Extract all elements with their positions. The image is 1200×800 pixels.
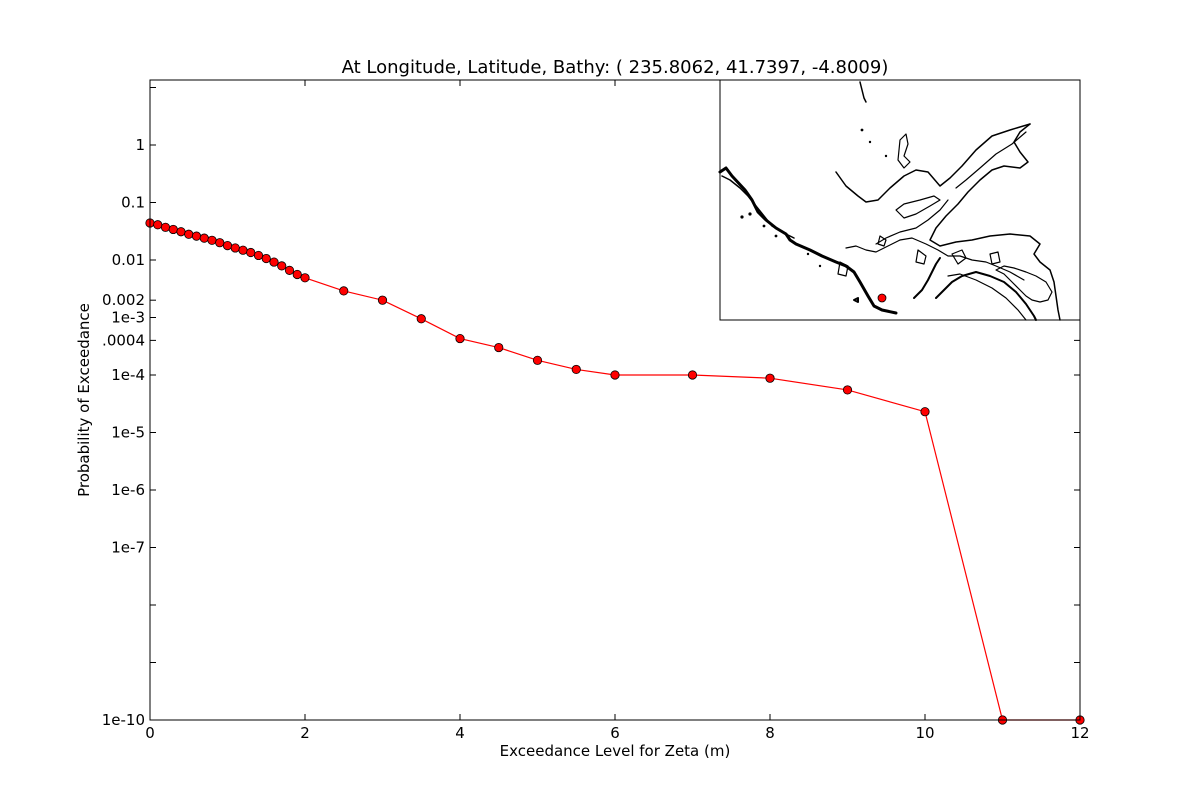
data-point bbox=[215, 238, 225, 248]
data-point bbox=[230, 243, 240, 253]
y-tick-label: 0.002 bbox=[102, 291, 145, 309]
y-tick-label: 1e-4 bbox=[111, 366, 145, 384]
data-point bbox=[455, 333, 465, 344]
y-axis-label: Probability of Exceedance bbox=[75, 303, 93, 497]
data-point bbox=[222, 240, 233, 251]
y-tick-label: 1 bbox=[135, 136, 145, 154]
x-tick-label: 2 bbox=[300, 724, 310, 742]
chart-title: At Longitude, Latitude, Bathy: ( 235.806… bbox=[342, 57, 889, 78]
x-tick-label: 0 bbox=[145, 724, 155, 742]
coastline-islets bbox=[740, 128, 888, 268]
inset-map-frame bbox=[719, 79, 1081, 321]
x-axis-label: Exceedance Level for Zeta (m) bbox=[500, 742, 731, 760]
location-marker bbox=[877, 293, 887, 303]
y-tick-label: 1e-3 bbox=[111, 308, 145, 326]
data-point bbox=[160, 222, 171, 232]
data-point bbox=[253, 250, 264, 261]
y-tick-label: 1e-10 bbox=[102, 711, 145, 729]
y-tick-label: 1e-5 bbox=[111, 423, 145, 441]
data-point bbox=[284, 265, 295, 275]
data-point bbox=[339, 286, 349, 296]
data-point bbox=[246, 247, 256, 258]
x-tick-label: 8 bbox=[765, 724, 775, 742]
x-tick-label: 12 bbox=[1070, 724, 1089, 742]
coastline bbox=[718, 81, 1061, 321]
data-point bbox=[168, 224, 178, 235]
y-tick-label: 0.1 bbox=[121, 193, 145, 211]
data-point bbox=[207, 235, 217, 245]
data-point bbox=[184, 229, 194, 239]
x-tick-label: 6 bbox=[610, 724, 620, 742]
data-point bbox=[765, 373, 775, 383]
data-point bbox=[416, 314, 426, 324]
data-point bbox=[261, 253, 271, 264]
data-point bbox=[571, 364, 581, 375]
y-tick-label: .0004 bbox=[102, 331, 145, 349]
y-tick-label: 1e-7 bbox=[111, 538, 145, 556]
data-point bbox=[199, 233, 209, 243]
data-point bbox=[191, 231, 202, 241]
data-point bbox=[176, 227, 186, 237]
y-tick-label: 1e-6 bbox=[111, 481, 145, 499]
data-point bbox=[269, 257, 279, 267]
data-point bbox=[687, 370, 698, 380]
data-point bbox=[277, 261, 287, 271]
data-point bbox=[292, 269, 302, 280]
y-tick-label: 0.01 bbox=[112, 251, 145, 269]
data-point bbox=[377, 295, 388, 305]
data-point bbox=[300, 273, 310, 283]
data-point bbox=[238, 245, 248, 255]
x-tick-label: 4 bbox=[455, 724, 465, 742]
data-point bbox=[532, 355, 543, 365]
data-point bbox=[153, 220, 163, 230]
plot-area-frame bbox=[149, 79, 1081, 721]
inset-map bbox=[718, 79, 1081, 321]
data-point bbox=[920, 407, 930, 417]
data-point bbox=[610, 370, 620, 380]
data-point bbox=[494, 342, 504, 353]
data-point bbox=[842, 385, 853, 395]
x-tick-label: 10 bbox=[915, 724, 934, 742]
